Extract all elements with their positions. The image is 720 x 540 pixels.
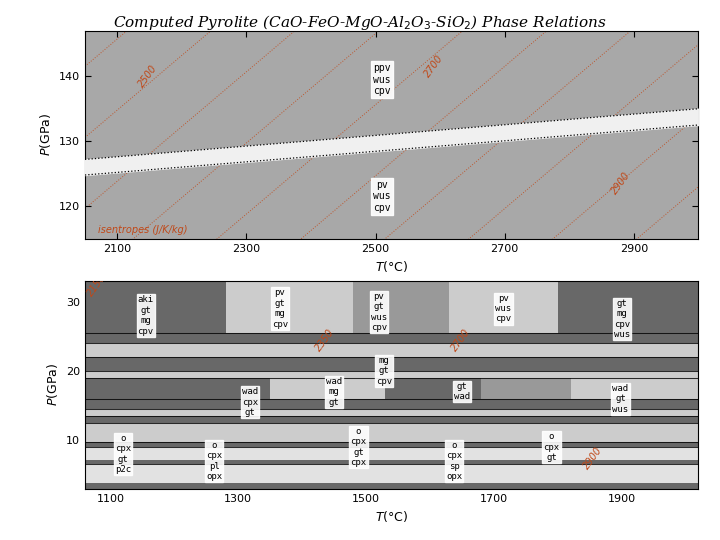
Text: pv
gt
wus
cpv: pv gt wus cpv [371,292,387,332]
Polygon shape [558,281,698,333]
Text: o
cpx
gt
cpx: o cpx gt cpx [351,427,366,467]
Polygon shape [85,447,698,460]
Polygon shape [85,442,698,447]
Text: isentropes (J/K/kg): isentropes (J/K/kg) [98,225,187,235]
Polygon shape [85,343,698,357]
X-axis label: $T$(°C): $T$(°C) [375,509,408,524]
Polygon shape [85,281,225,333]
Polygon shape [85,416,698,423]
Polygon shape [85,409,698,416]
Polygon shape [85,371,698,378]
Polygon shape [449,281,558,333]
Text: pv
gt
mg
cpv: pv gt mg cpv [271,288,288,329]
Text: o
cpx
pl
opx: o cpx pl opx [206,441,222,481]
Text: pv
wus
cpv: pv wus cpv [495,294,512,323]
Text: o
cpx
gt: o cpx gt [544,432,559,462]
Text: mg
gt
cpv: mg gt cpv [376,356,392,386]
Text: pv
wus
cpv: pv wus cpv [373,180,391,213]
Text: 2700: 2700 [422,53,445,79]
Polygon shape [385,378,481,399]
Text: 2700: 2700 [449,327,472,354]
Polygon shape [85,333,698,343]
Polygon shape [85,483,698,489]
Polygon shape [85,464,698,483]
Polygon shape [270,378,385,399]
Text: gt
wad: gt wad [454,382,470,401]
Text: wad
gt
wus: wad gt wus [613,384,629,414]
Text: wad
cpx
gt: wad cpx gt [242,387,258,417]
Text: aki
gt
mg
cpv: aki gt mg cpv [138,295,154,335]
Text: Computed Pyrolite (CaO-FeO-MgO-Al$_2$O$_3$-SiO$_2$) Phase Relations: Computed Pyrolite (CaO-FeO-MgO-Al$_2$O$_… [113,14,607,32]
Text: 2900: 2900 [582,446,604,471]
Polygon shape [570,378,698,399]
Text: 2500: 2500 [137,63,160,89]
Text: o
cpx
gt
p2c: o cpx gt p2c [115,434,131,474]
Polygon shape [354,281,449,333]
Text: 2150: 2150 [85,272,108,298]
Polygon shape [481,378,570,399]
Polygon shape [225,281,354,333]
Text: ppv
wus
cpv: ppv wus cpv [373,63,391,96]
Polygon shape [85,423,698,442]
Polygon shape [85,460,698,464]
Text: o
cpx
sp
opx: o cpx sp opx [446,441,462,481]
Y-axis label: $P$(GPa): $P$(GPa) [45,363,60,406]
Polygon shape [85,378,270,399]
Text: 2350: 2350 [313,327,336,354]
Text: wad
mg
gt: wad mg gt [326,377,342,407]
Y-axis label: $P$(GPa): $P$(GPa) [38,113,53,156]
Polygon shape [85,399,698,409]
X-axis label: $T$(°C): $T$(°C) [375,259,408,274]
Polygon shape [85,357,698,371]
Text: gt
mg
cpv
wus: gt mg cpv wus [613,299,630,339]
Text: 2900: 2900 [610,170,632,197]
